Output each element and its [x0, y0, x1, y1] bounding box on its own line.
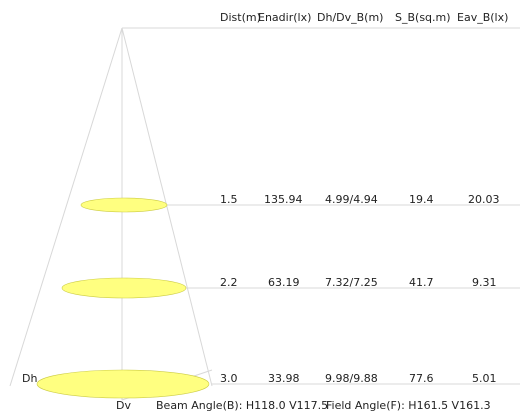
header-enadir: Enadir(lx): [258, 11, 311, 24]
row-3-area: 77.6: [409, 372, 434, 385]
row-1-dh-dv: 4.99/4.94: [325, 193, 378, 206]
beam-angle-text: Beam Angle(B): H118.0 V117.5: [156, 399, 328, 412]
row-3-dist: 3.0: [220, 372, 238, 385]
cone-left-edge: [9, 27, 123, 387]
dh-label: Dh: [22, 372, 37, 385]
row-2-eav: 9.31: [472, 276, 497, 289]
row-1-eav: 20.03: [468, 193, 500, 206]
cone-right-edge: [121, 27, 213, 387]
header-area: S_B(sq.m): [395, 11, 451, 24]
cone-guides: [9, 27, 520, 401]
row-3-eav: 5.01: [472, 372, 497, 385]
row-2-dist: 2.2: [220, 276, 238, 289]
table-row: 3.0 33.98 9.98/9.88 77.6 5.01: [220, 372, 497, 385]
table-row: 1.5 135.94 4.99/4.94 19.4 20.03: [220, 193, 500, 206]
beam-spot-2: [61, 277, 187, 299]
table-row: 2.2 63.19 7.32/7.25 41.7 9.31: [220, 276, 497, 289]
beam-spot-1: [80, 197, 168, 213]
row-2-enadir: 63.19: [268, 276, 300, 289]
row-3-dh-dv: 9.98/9.88: [325, 372, 378, 385]
row-2-dh-dv: 7.32/7.25: [325, 276, 378, 289]
row-3-enadir: 33.98: [268, 372, 300, 385]
header-eav: Eav_B(lx): [457, 11, 508, 24]
beam-spot-3: [36, 369, 210, 399]
header-dh-dv: Dh/Dv_B(m): [317, 11, 383, 24]
row-1-enadir: 135.94: [264, 193, 303, 206]
row-2-area: 41.7: [409, 276, 434, 289]
dv-label: Dv: [116, 399, 131, 412]
field-angle-text: Field Angle(F): H161.5 V161.3: [326, 399, 491, 412]
table-header: Dist(m) Enadir(lx) Dh/Dv_B(m) S_B(sq.m) …: [220, 11, 508, 24]
row-1-dist: 1.5: [220, 193, 238, 206]
row-1-area: 19.4: [409, 193, 434, 206]
header-dist: Dist(m): [220, 11, 261, 24]
